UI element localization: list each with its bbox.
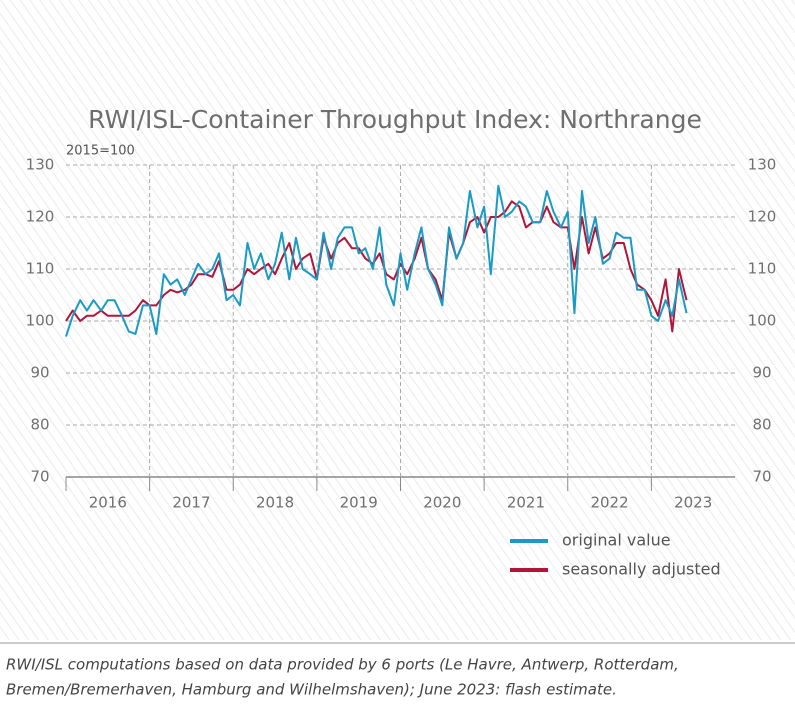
legend-label: seasonally adjusted	[562, 560, 721, 579]
x-tick-label: 2023	[674, 494, 712, 512]
x-tick-label: 2021	[507, 494, 545, 512]
x-tick-label: 2022	[590, 494, 628, 512]
y-tick-label: 120	[26, 208, 55, 226]
y2-tick-label: 80	[752, 416, 771, 434]
chart-title: RWI/ISL-Container Throughput Index: Nort…	[88, 105, 702, 134]
y-tick-label: 70	[30, 468, 49, 486]
y2-tick-label: 100	[748, 312, 777, 330]
y-tick-label: 80	[30, 416, 49, 434]
x-tick-label: 2017	[172, 494, 210, 512]
y-tick-label: 90	[30, 364, 49, 382]
y-tick-label: 110	[26, 260, 55, 278]
y-tick-label: 130	[26, 156, 55, 174]
y2-tick-label: 110	[748, 260, 777, 278]
footnote: RWI/ISL computations based on data provi…	[6, 656, 679, 674]
x-tick-label: 2016	[89, 494, 127, 512]
chart-subtitle: 2015=100	[66, 144, 135, 159]
x-tick-label: 2018	[256, 494, 294, 512]
background	[0, 0, 795, 640]
series-line	[65, 184, 688, 337]
y-tick-label: 100	[26, 312, 55, 330]
series-line	[65, 200, 688, 333]
y2-tick-label: 90	[752, 364, 771, 382]
footnote: Bremen/Bremerhaven, Hamburg and Wilhelms…	[6, 681, 617, 699]
y2-tick-label: 70	[752, 468, 771, 486]
x-tick-label: 2020	[423, 494, 461, 512]
y2-tick-label: 120	[748, 208, 777, 226]
y2-tick-label: 130	[748, 156, 777, 174]
x-tick-label: 2019	[340, 494, 378, 512]
legend-label: original value	[562, 531, 671, 550]
